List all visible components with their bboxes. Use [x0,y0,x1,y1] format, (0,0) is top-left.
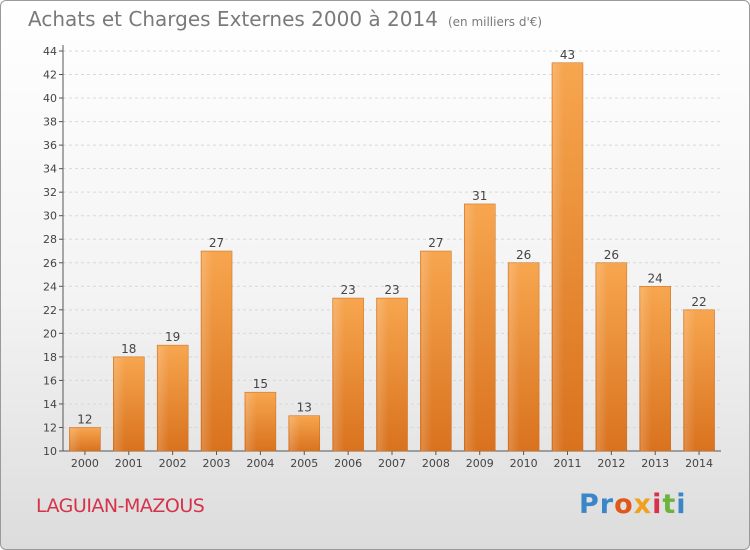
x-tick-label-2006: 2006 [334,457,362,470]
y-tick-label: 30 [43,210,57,223]
y-tick-label: 22 [43,304,57,317]
bar-highlight [596,263,608,451]
y-tick-label: 14 [43,398,57,411]
data-label-2001: 18 [121,342,136,356]
bar-highlight [202,252,213,451]
y-tick-label: 26 [43,257,57,270]
y-tick-label: 28 [43,233,57,246]
logo-part-5: t [662,489,677,520]
y-tick-label: 38 [43,116,57,129]
data-label-2009: 31 [472,189,487,203]
bar-highlight [377,299,389,451]
y-tick-label: 16 [43,374,57,387]
data-label-2011: 43 [560,48,575,62]
bar-highlight [509,263,520,451]
bar-highlight [421,252,433,451]
data-label-2005: 13 [297,401,312,415]
bar-highlight [289,416,301,451]
y-tick-label: 40 [43,92,57,105]
bar-highlight [70,428,82,451]
y-tick-label: 10 [43,445,57,458]
chart-title-text: Achats et Charges Externes 2000 à 2014 [28,7,438,31]
x-tick-label-2009: 2009 [466,457,494,470]
data-label-2007: 23 [384,283,399,297]
x-tick-label-2011: 2011 [553,457,581,470]
commune-name: LAGUIAN-MAZOUS [36,495,205,517]
y-tick-label: 32 [43,186,57,199]
data-label-2008: 27 [428,236,443,250]
chart-subtitle: (en milliers d'€) [447,15,543,29]
data-label-2013: 24 [648,271,663,285]
logo-part-4: i [652,489,663,520]
y-tick-label: 24 [43,280,57,293]
chart-title: Achats et Charges Externes 2000 à 2014 (e… [28,7,542,31]
x-tick-label-2007: 2007 [378,457,406,470]
logo-part-6: i [676,489,687,520]
x-tick-label-2002: 2002 [159,457,187,470]
y-tick-label: 18 [43,351,57,364]
bar-highlight [465,204,477,451]
y-tick-label: 44 [43,45,57,58]
data-label-2006: 23 [340,283,355,297]
data-label-2000: 12 [77,412,92,426]
bar-highlight [245,393,257,451]
data-label-2012: 26 [604,248,619,262]
x-tick-label-2004: 2004 [246,457,274,470]
x-tick-label-2001: 2001 [115,457,143,470]
bar-highlight [333,299,345,451]
bar-highlight [114,357,126,451]
logo-part-1: Pr [579,489,615,520]
x-tick-label-2000: 2000 [71,457,99,470]
data-label-2003: 27 [209,236,224,250]
x-tick-label-2014: 2014 [685,457,713,470]
bar-highlight [684,310,696,451]
y-tick-label: 42 [43,69,57,82]
logo-part-3: x [633,489,653,520]
y-tick-label: 36 [43,139,57,152]
logo-part-2: o [614,489,634,520]
y-tick-label: 34 [43,163,57,176]
x-tick-label-2008: 2008 [422,457,450,470]
data-label-2014: 22 [691,295,706,309]
y-tick-label: 12 [43,421,57,434]
proxiti-logo: Proxiti [579,489,687,520]
x-tick-label-2013: 2013 [641,457,669,470]
x-tick-label-2005: 2005 [290,457,318,470]
data-label-2010: 26 [516,248,531,262]
x-tick-label-2003: 2003 [203,457,231,470]
x-tick-label-2012: 2012 [597,457,625,470]
bar-highlight [552,63,564,451]
bar-highlight [158,346,170,451]
data-label-2002: 19 [165,330,180,344]
bar-highlight [640,287,652,451]
y-tick-label: 20 [43,327,57,340]
data-label-2004: 15 [253,377,268,391]
x-tick-label-2010: 2010 [510,457,538,470]
